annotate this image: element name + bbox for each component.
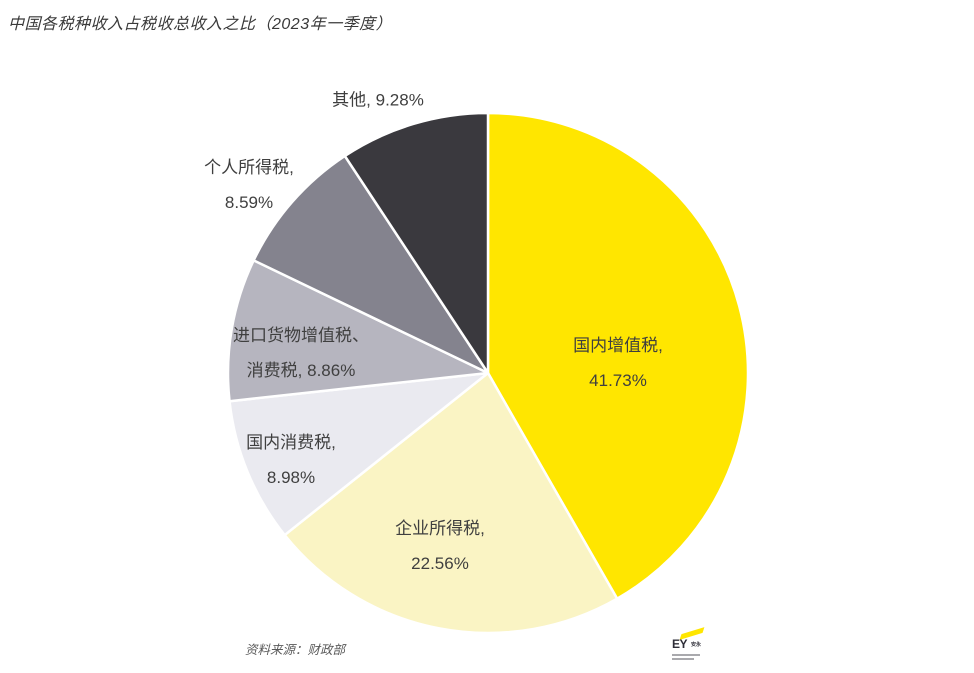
slice-label-line: 其他, 9.28% [332, 90, 424, 110]
slice-label-personal-income-tax: 个人所得税, 8.59% [204, 150, 294, 220]
pie-slice-5 [252, 154, 490, 375]
ey-logo: EY 安永 [671, 627, 717, 668]
slice-label-import-vat-consumption-tax: 进口货物增值税、 消费税, 8.86% [233, 318, 369, 388]
ey-tagline-bar [672, 658, 694, 660]
slice-label-line: 国内消费税, [246, 433, 336, 452]
pie-slice-6 [343, 111, 490, 375]
pie-slice-4 [226, 259, 490, 403]
slice-label-line: 消费税, 8.86% [246, 361, 356, 380]
ey-logo-suffix: 安永 [691, 642, 702, 648]
slice-label-line: 8.59% [224, 193, 274, 212]
pie-slice-2 [283, 371, 619, 635]
pie-slice-1 [486, 111, 750, 600]
chart-title: 中国各税种收入占税收总收入之比（2023年一季度） [8, 16, 393, 33]
slice-label-line: 国内增值税, [573, 336, 663, 355]
slice-label-line: 8.98% [266, 468, 316, 487]
slice-label-domestic-vat: 国内增值税, 41.73% [573, 328, 663, 398]
slice-label-line: 41.73% [589, 371, 647, 390]
slice-label-corporate-income-tax: 企业所得税, 22.56% [395, 511, 485, 581]
source-note: 资料来源：财政部 [245, 643, 346, 657]
slice-label-line: 企业所得税, [395, 519, 485, 538]
slice-label-domestic-consumption-tax: 国内消费税, 8.98% [246, 425, 336, 495]
slice-label-other: 其他, 9.28% [332, 83, 424, 118]
ey-tagline-bar [672, 654, 700, 656]
pie-slice-3 [228, 371, 490, 537]
slice-label-line: 个人所得税, [204, 158, 294, 177]
ey-logo-text: EY [672, 637, 688, 651]
slice-label-line: 22.56% [411, 554, 469, 573]
slice-label-line: 进口货物增值税、 [233, 326, 369, 345]
